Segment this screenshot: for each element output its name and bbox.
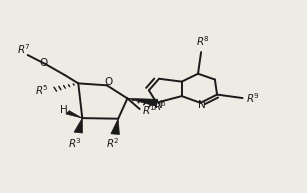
Polygon shape bbox=[111, 119, 119, 135]
Text: $R^3$: $R^3$ bbox=[68, 136, 82, 150]
Text: N: N bbox=[198, 100, 206, 110]
Polygon shape bbox=[127, 98, 158, 106]
Text: N: N bbox=[155, 100, 163, 110]
Text: $R^6$: $R^6$ bbox=[153, 99, 167, 113]
Text: H: H bbox=[60, 105, 68, 115]
Text: $R^8$: $R^8$ bbox=[196, 34, 210, 48]
Text: O: O bbox=[39, 58, 47, 68]
Text: $R^9$: $R^9$ bbox=[246, 91, 260, 105]
Text: $R^2$: $R^2$ bbox=[106, 136, 120, 150]
Text: O: O bbox=[104, 77, 112, 87]
Text: $R^1$: $R^1$ bbox=[142, 104, 156, 118]
Text: $R^5$: $R^5$ bbox=[35, 83, 49, 97]
Polygon shape bbox=[66, 111, 82, 118]
Polygon shape bbox=[74, 118, 83, 133]
Text: $R^7$: $R^7$ bbox=[17, 42, 31, 56]
